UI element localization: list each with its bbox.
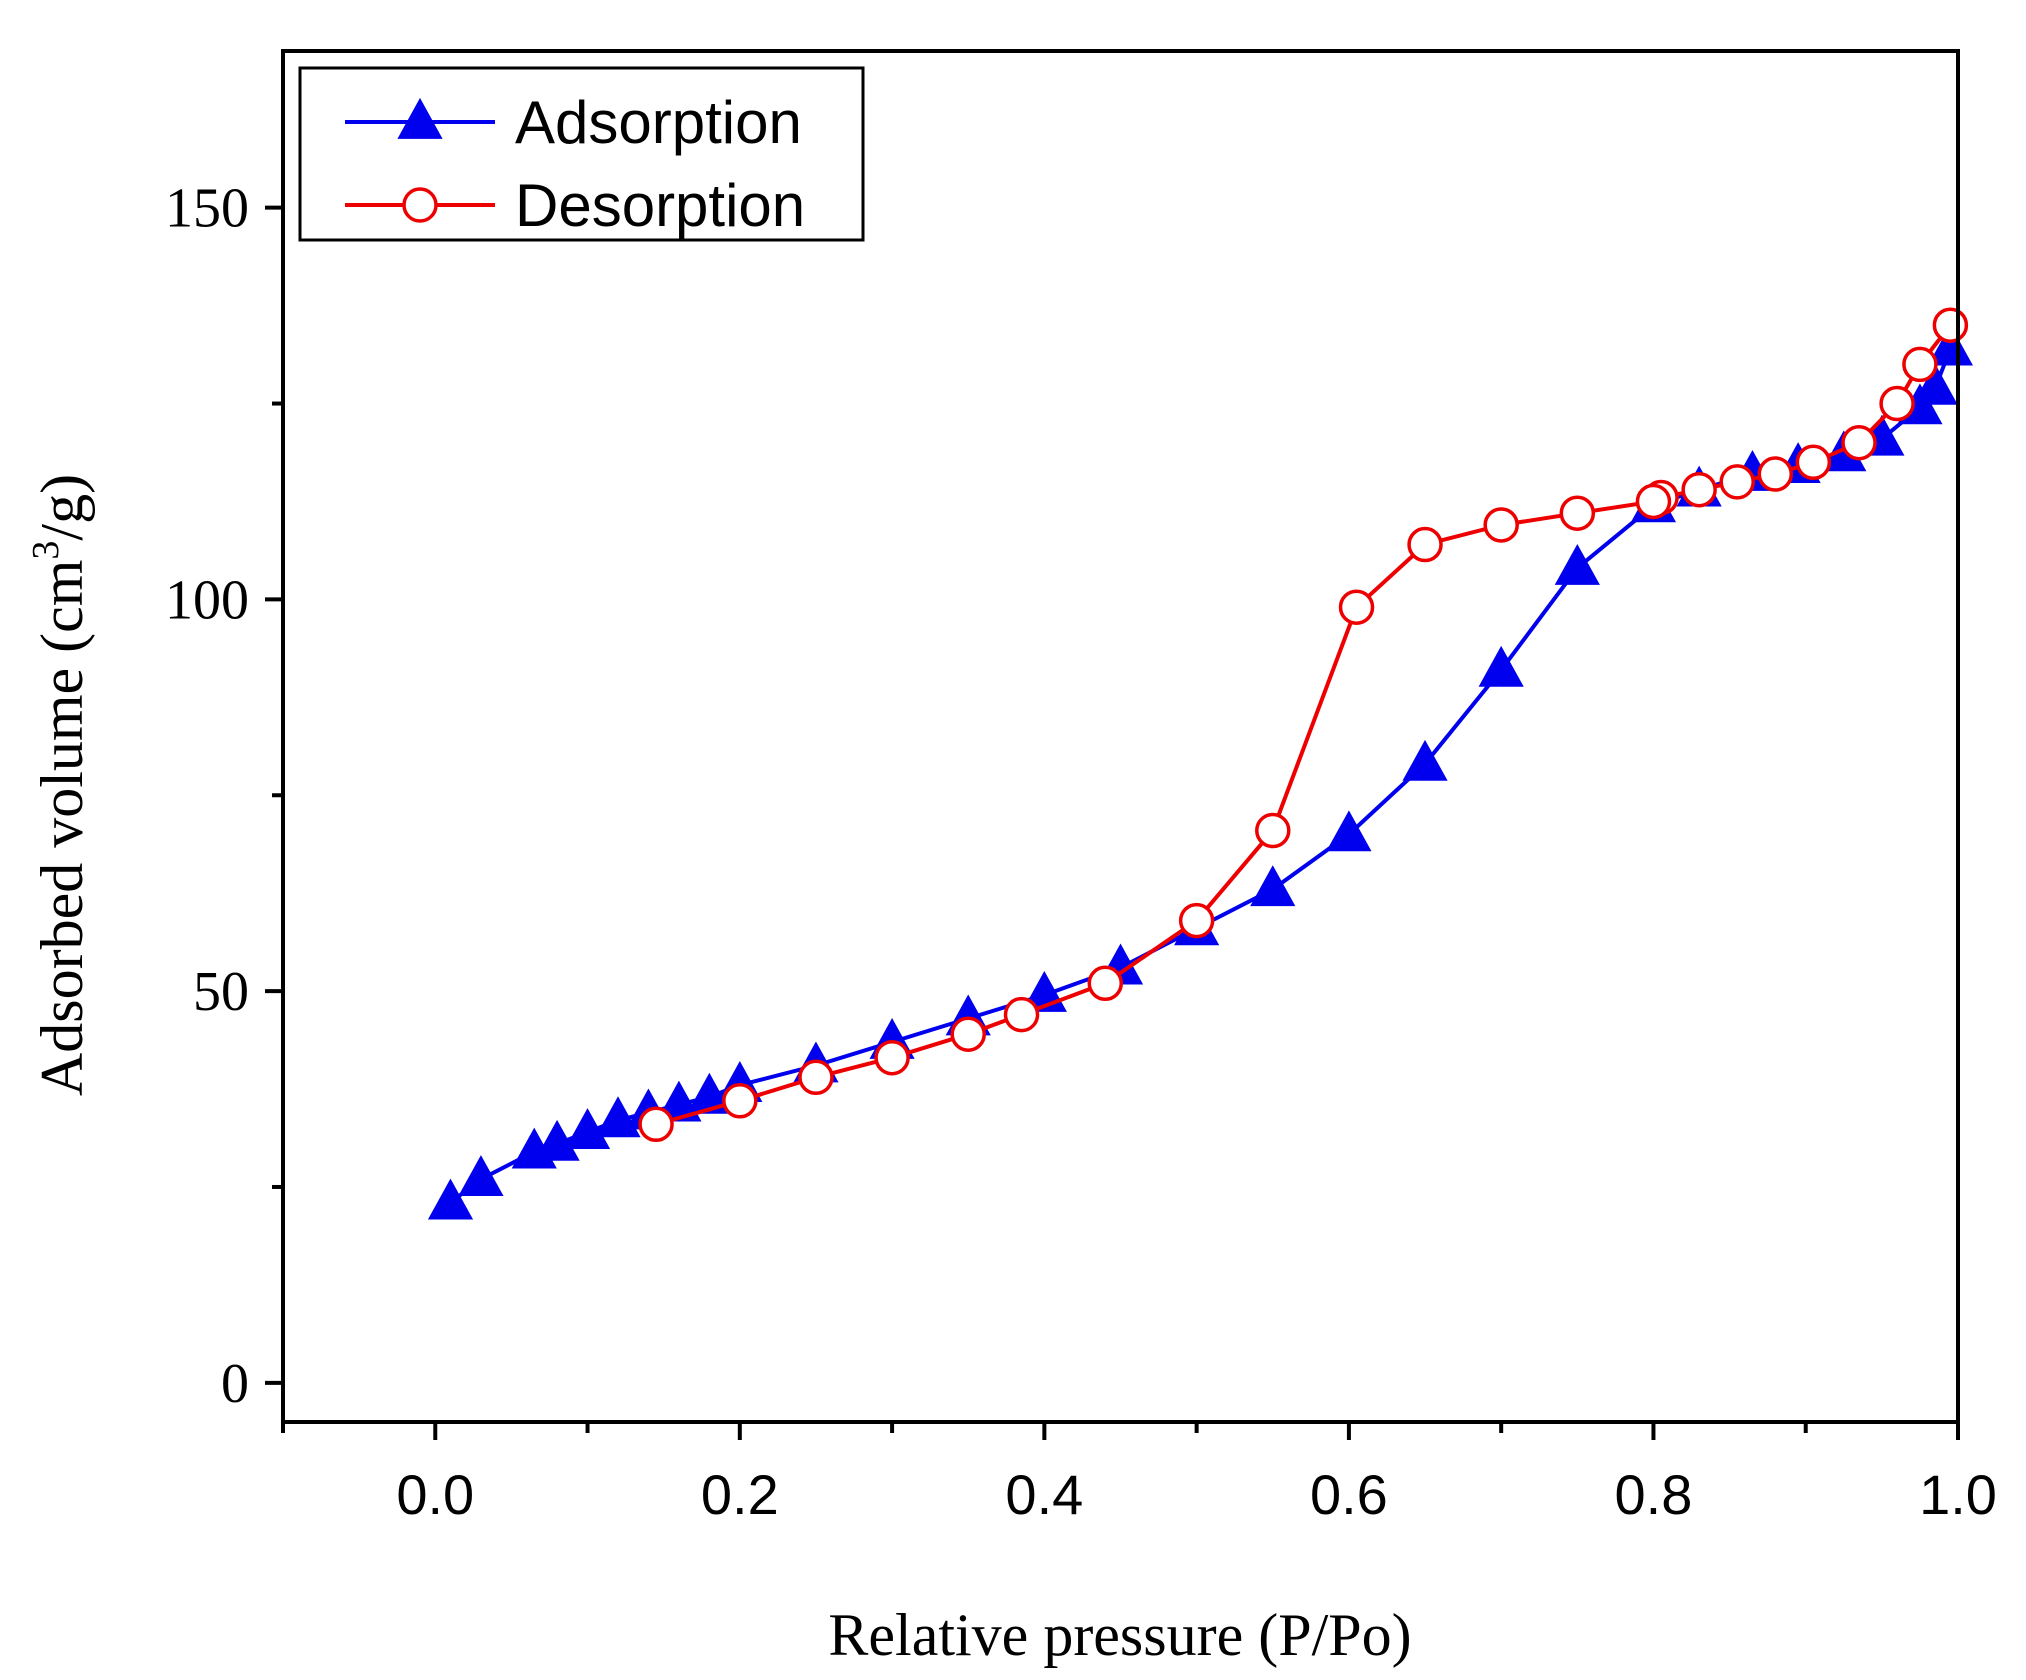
- x-tick-label: 0.0: [396, 1463, 474, 1526]
- x-tick-label: 0.4: [1005, 1463, 1083, 1526]
- legend-box: [298, 66, 865, 242]
- adsorption-point: [534, 1119, 580, 1161]
- adsorption-point: [1554, 543, 1600, 585]
- y-tick-label: 150: [165, 178, 249, 240]
- adsorption-point: [1912, 363, 1958, 405]
- legend-items: Adsorption Desorption: [345, 89, 805, 239]
- desorption-point: [638, 1106, 674, 1143]
- y-axis-title-suffix: /g): [29, 474, 95, 541]
- adsorption-point: [564, 1108, 611, 1149]
- series-layer: [427, 307, 1973, 1220]
- desorption-point: [1559, 495, 1596, 531]
- adsorption-point: [1250, 865, 1296, 907]
- adsorption-point: [1478, 645, 1524, 687]
- desorption-point: [1338, 589, 1375, 625]
- adsorption-point: [458, 1155, 504, 1196]
- x-tick-label: 0.8: [1615, 1463, 1693, 1526]
- desorption-point: [1407, 526, 1443, 563]
- desorption-point: [1681, 471, 1717, 508]
- legend-item-desorption: Desorption: [345, 172, 805, 239]
- desorption-point: [1003, 996, 1040, 1033]
- adsorption-point: [686, 1072, 732, 1114]
- legend-item-adsorption: Adsorption: [345, 89, 802, 156]
- plot-area-frame: [281, 49, 1960, 1424]
- desorption-point: [722, 1083, 758, 1119]
- desorption-point: [1795, 444, 1832, 481]
- desorption-point: [1932, 307, 1969, 343]
- y-axis-title: Adsorbed volume (cm3/g): [25, 474, 95, 1096]
- x-tick-label: 1.0: [1919, 1463, 1997, 1526]
- adsorption-point: [1927, 324, 1973, 366]
- desorption-series: [638, 307, 1969, 1143]
- y-tick-label: 0: [221, 1353, 249, 1415]
- y-tick-label: 50: [193, 961, 249, 1023]
- x-axis-title: Relative pressure (P/Po): [828, 1602, 1411, 1668]
- desorption-point: [1841, 424, 1877, 461]
- legend-label-desorption: Desorption: [515, 172, 805, 239]
- desorption-point: [1902, 346, 1938, 383]
- desorption-point: [1178, 902, 1215, 939]
- y-tick-label: 100: [165, 569, 249, 631]
- desorption-point: [1255, 812, 1291, 849]
- adsorption-point: [1402, 739, 1448, 781]
- desorption-point: [1879, 385, 1915, 422]
- legend-marker-desorption: [402, 187, 438, 223]
- x-tick-label: 0.6: [1310, 1463, 1388, 1526]
- y-axis-title-prefix: Adsorbed volume (cm: [29, 560, 95, 1097]
- adsorption-point: [1326, 810, 1372, 852]
- desorption-point: [798, 1059, 834, 1096]
- desorption-point: [950, 1016, 986, 1052]
- desorption-point: [1087, 965, 1124, 1002]
- desorption-point: [1719, 464, 1755, 500]
- desorption-point: [1635, 483, 1672, 520]
- legend: Adsorption Desorption: [298, 66, 865, 242]
- x-tick-label: 0.2: [701, 1463, 779, 1526]
- legend-marker-adsorption: [397, 97, 443, 139]
- legend-label-adsorption: Adsorption: [515, 89, 802, 156]
- desorption-point: [1483, 507, 1519, 543]
- adsorption-point: [427, 1178, 474, 1220]
- y-axis-title-superscript: 3: [25, 541, 67, 560]
- desorption-point: [1757, 456, 1794, 492]
- desorption-point: [874, 1039, 910, 1076]
- axis-layer: 0.0 0.2 0.4 0.6 0.8 1.0 0 50 100 150: [165, 178, 1997, 1526]
